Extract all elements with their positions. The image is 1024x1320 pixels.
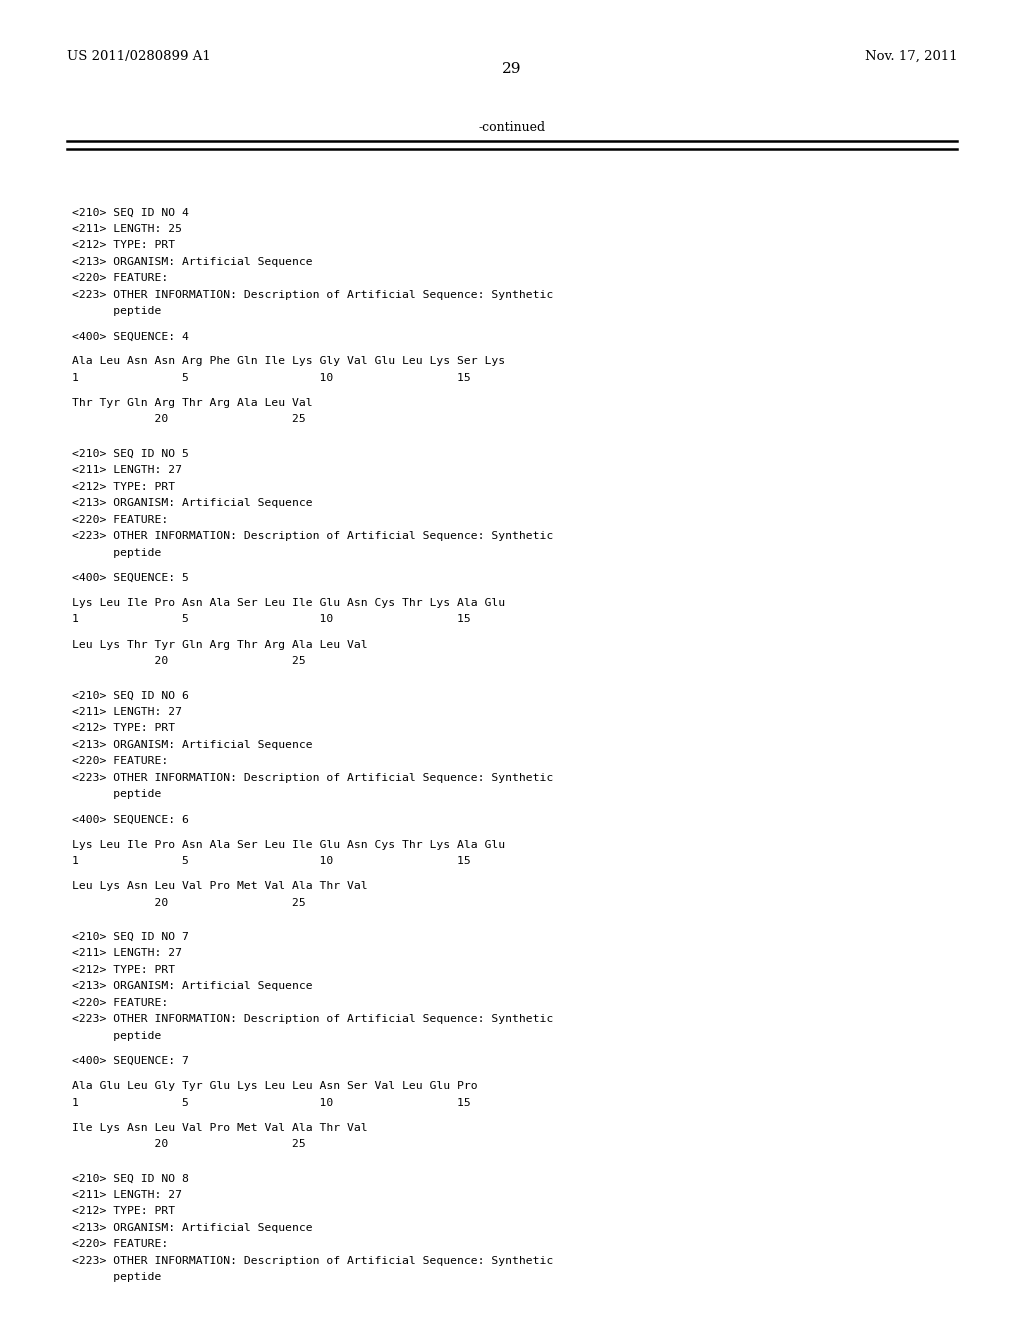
Text: <210> SEQ ID NO 6: <210> SEQ ID NO 6	[72, 690, 188, 701]
Text: <212> TYPE: PRT: <212> TYPE: PRT	[72, 965, 175, 975]
Text: Nov. 17, 2011: Nov. 17, 2011	[865, 50, 957, 63]
Text: <220> FEATURE:: <220> FEATURE:	[72, 998, 168, 1008]
Text: <220> FEATURE:: <220> FEATURE:	[72, 273, 168, 284]
Text: <220> FEATURE:: <220> FEATURE:	[72, 756, 168, 767]
Text: <400> SEQUENCE: 6: <400> SEQUENCE: 6	[72, 814, 188, 825]
Text: Ala Glu Leu Gly Tyr Glu Lys Leu Leu Asn Ser Val Leu Glu Pro: Ala Glu Leu Gly Tyr Glu Lys Leu Leu Asn …	[72, 1081, 477, 1092]
Text: <213> ORGANISM: Artificial Sequence: <213> ORGANISM: Artificial Sequence	[72, 982, 312, 991]
Text: 1               5                   10                  15: 1 5 10 15	[72, 857, 470, 866]
Text: Thr Tyr Gln Arg Thr Arg Ala Leu Val: Thr Tyr Gln Arg Thr Arg Ala Leu Val	[72, 399, 312, 408]
Text: <223> OTHER INFORMATION: Description of Artificial Sequence: Synthetic: <223> OTHER INFORMATION: Description of …	[72, 1257, 553, 1266]
Text: <213> ORGANISM: Artificial Sequence: <213> ORGANISM: Artificial Sequence	[72, 739, 312, 750]
Text: <220> FEATURE:: <220> FEATURE:	[72, 515, 168, 525]
Text: peptide: peptide	[72, 1272, 161, 1283]
Text: Ile Lys Asn Leu Val Pro Met Val Ala Thr Val: Ile Lys Asn Leu Val Pro Met Val Ala Thr …	[72, 1122, 368, 1133]
Text: 1               5                   10                  15: 1 5 10 15	[72, 372, 470, 383]
Text: <210> SEQ ID NO 8: <210> SEQ ID NO 8	[72, 1173, 188, 1184]
Text: <213> ORGANISM: Artificial Sequence: <213> ORGANISM: Artificial Sequence	[72, 256, 312, 267]
Text: <210> SEQ ID NO 4: <210> SEQ ID NO 4	[72, 207, 188, 218]
Text: 20                  25: 20 25	[72, 656, 305, 667]
Text: peptide: peptide	[72, 1031, 161, 1041]
Text: 1               5                   10                  15: 1 5 10 15	[72, 615, 470, 624]
Text: <400> SEQUENCE: 5: <400> SEQUENCE: 5	[72, 573, 188, 583]
Text: Ala Leu Asn Asn Arg Phe Gln Ile Lys Gly Val Glu Leu Lys Ser Lys: Ala Leu Asn Asn Arg Phe Gln Ile Lys Gly …	[72, 356, 505, 367]
Text: <213> ORGANISM: Artificial Sequence: <213> ORGANISM: Artificial Sequence	[72, 1222, 312, 1233]
Text: 20                  25: 20 25	[72, 898, 305, 908]
Text: 29: 29	[502, 62, 522, 77]
Text: <211> LENGTH: 27: <211> LENGTH: 27	[72, 466, 181, 475]
Text: Lys Leu Ile Pro Asn Ala Ser Leu Ile Glu Asn Cys Thr Lys Ala Glu: Lys Leu Ile Pro Asn Ala Ser Leu Ile Glu …	[72, 598, 505, 609]
Text: <400> SEQUENCE: 4: <400> SEQUENCE: 4	[72, 331, 188, 342]
Text: peptide: peptide	[72, 548, 161, 558]
Text: <400> SEQUENCE: 7: <400> SEQUENCE: 7	[72, 1056, 188, 1067]
Text: <211> LENGTH: 27: <211> LENGTH: 27	[72, 1191, 181, 1200]
Text: Lys Leu Ile Pro Asn Ala Ser Leu Ile Glu Asn Cys Thr Lys Ala Glu: Lys Leu Ile Pro Asn Ala Ser Leu Ile Glu …	[72, 840, 505, 850]
Text: 20                  25: 20 25	[72, 414, 305, 425]
Text: <211> LENGTH: 25: <211> LENGTH: 25	[72, 223, 181, 234]
Text: peptide: peptide	[72, 306, 161, 317]
Text: US 2011/0280899 A1: US 2011/0280899 A1	[67, 50, 210, 63]
Text: <212> TYPE: PRT: <212> TYPE: PRT	[72, 723, 175, 734]
Text: <211> LENGTH: 27: <211> LENGTH: 27	[72, 708, 181, 717]
Text: peptide: peptide	[72, 789, 161, 800]
Text: <223> OTHER INFORMATION: Description of Artificial Sequence: Synthetic: <223> OTHER INFORMATION: Description of …	[72, 1014, 553, 1024]
Text: <210> SEQ ID NO 7: <210> SEQ ID NO 7	[72, 932, 188, 942]
Text: <223> OTHER INFORMATION: Description of Artificial Sequence: Synthetic: <223> OTHER INFORMATION: Description of …	[72, 531, 553, 541]
Text: -continued: -continued	[478, 121, 546, 135]
Text: <212> TYPE: PRT: <212> TYPE: PRT	[72, 1206, 175, 1217]
Text: <223> OTHER INFORMATION: Description of Artificial Sequence: Synthetic: <223> OTHER INFORMATION: Description of …	[72, 774, 553, 783]
Text: <223> OTHER INFORMATION: Description of Artificial Sequence: Synthetic: <223> OTHER INFORMATION: Description of …	[72, 290, 553, 300]
Text: <213> ORGANISM: Artificial Sequence: <213> ORGANISM: Artificial Sequence	[72, 498, 312, 508]
Text: <212> TYPE: PRT: <212> TYPE: PRT	[72, 482, 175, 492]
Text: <210> SEQ ID NO 5: <210> SEQ ID NO 5	[72, 449, 188, 459]
Text: 1               5                   10                  15: 1 5 10 15	[72, 1098, 470, 1107]
Text: Leu Lys Thr Tyr Gln Arg Thr Arg Ala Leu Val: Leu Lys Thr Tyr Gln Arg Thr Arg Ala Leu …	[72, 640, 368, 649]
Text: <220> FEATURE:: <220> FEATURE:	[72, 1239, 168, 1250]
Text: 20                  25: 20 25	[72, 1139, 305, 1150]
Text: Leu Lys Asn Leu Val Pro Met Val Ala Thr Val: Leu Lys Asn Leu Val Pro Met Val Ala Thr …	[72, 882, 368, 891]
Text: <211> LENGTH: 27: <211> LENGTH: 27	[72, 948, 181, 958]
Text: <212> TYPE: PRT: <212> TYPE: PRT	[72, 240, 175, 251]
